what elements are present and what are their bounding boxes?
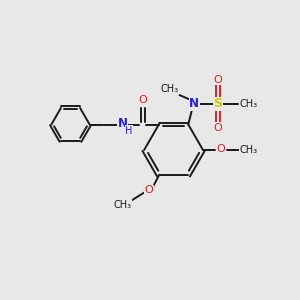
Text: S: S (213, 98, 222, 110)
Text: H: H (125, 126, 133, 136)
Text: CH₃: CH₃ (240, 145, 258, 155)
Text: N: N (189, 98, 199, 110)
Text: CH₃: CH₃ (160, 84, 178, 94)
Text: O: O (213, 123, 222, 133)
Text: O: O (145, 185, 154, 195)
Text: O: O (216, 143, 225, 154)
Text: CH₃: CH₃ (240, 99, 258, 109)
Text: N: N (118, 117, 128, 130)
Text: O: O (213, 75, 222, 85)
Text: CH₃: CH₃ (114, 200, 132, 210)
Text: O: O (138, 95, 147, 105)
